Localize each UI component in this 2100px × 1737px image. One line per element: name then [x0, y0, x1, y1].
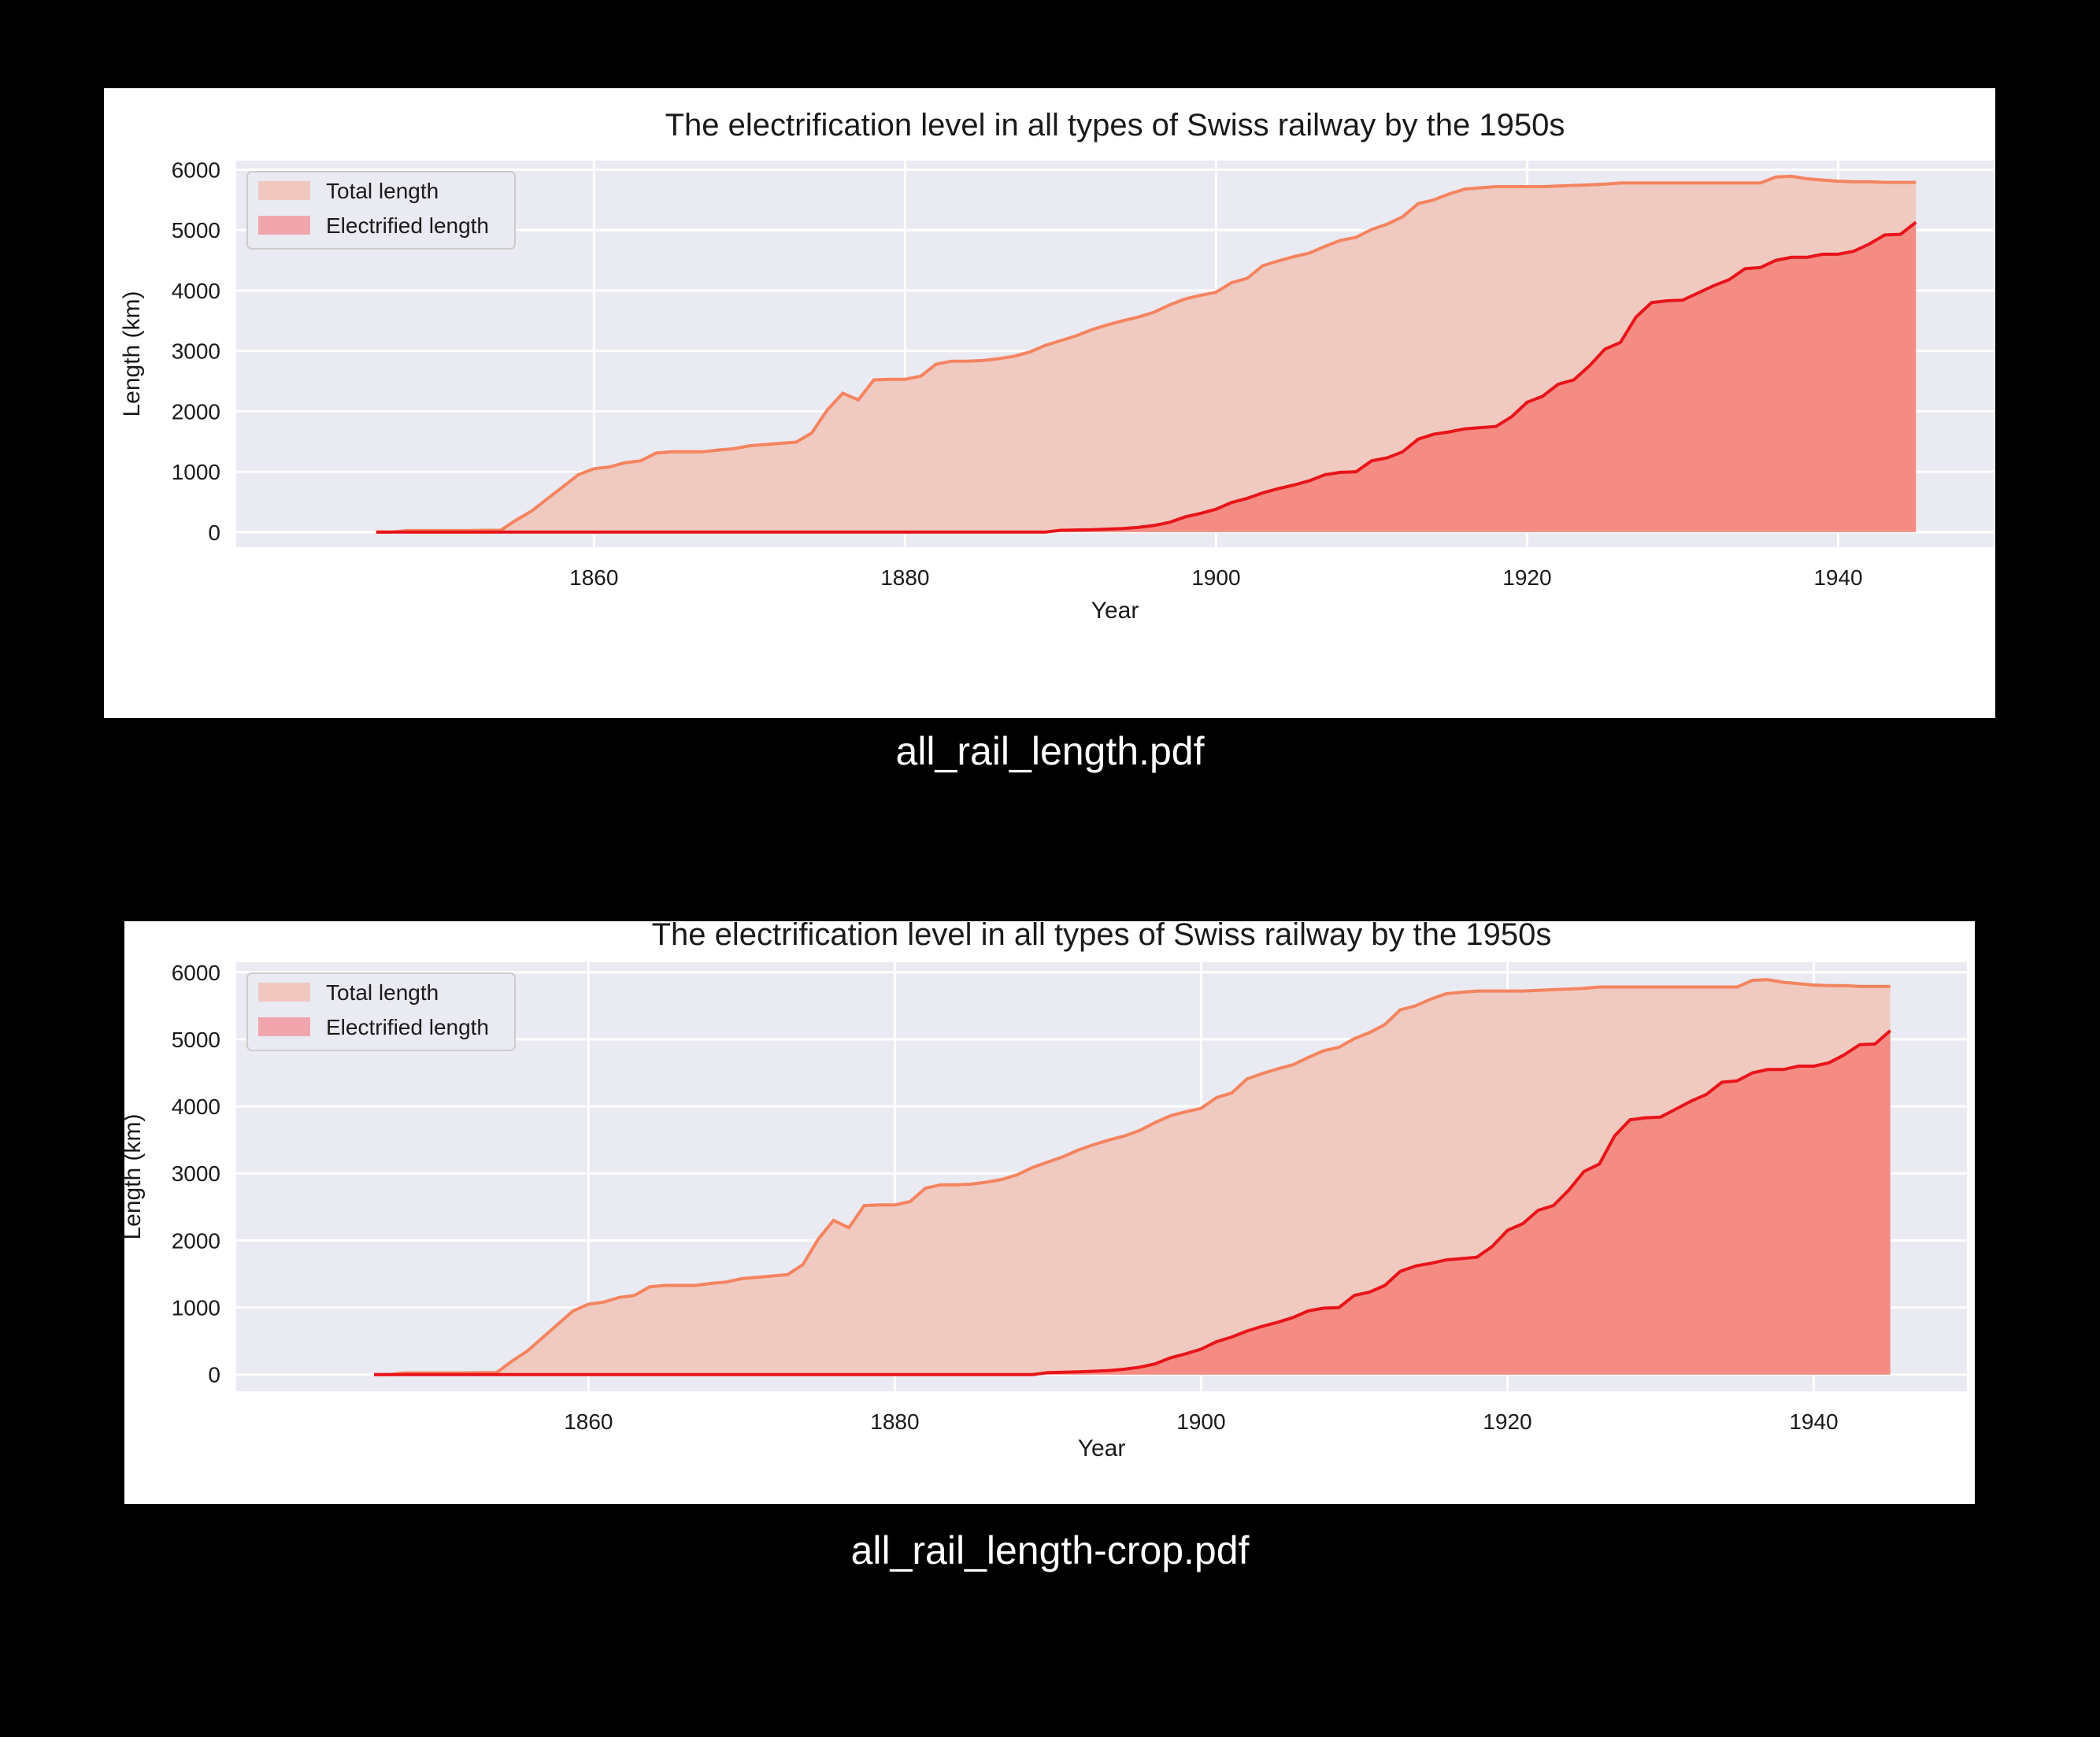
x-axis-label: Year: [1078, 1435, 1126, 1461]
caption-crop-pdf: all_rail_length-crop.pdf: [850, 1528, 1250, 1572]
x-tick-label: 1920: [1502, 565, 1551, 590]
legend-box: [246, 972, 516, 1051]
x-tick-label: 1860: [564, 1409, 613, 1434]
chart-panel-full: The electrification level in all types o…: [104, 88, 1995, 718]
legend-label-electrified: Electrified length: [326, 213, 489, 238]
chart-panel-crop: The electrification level in all types o…: [124, 921, 1975, 1504]
caption-full-pdf: all_rail_length.pdf: [895, 729, 1205, 773]
legend-swatch-total: [258, 983, 310, 1002]
electrified-length-area: [376, 222, 1917, 532]
legend-swatch-electrified: [258, 216, 310, 235]
y-tick-label: 4000: [172, 1094, 220, 1119]
x-tick-label: 1900: [1176, 1409, 1225, 1434]
y-tick-label: 2000: [172, 1228, 220, 1253]
electrified-length-line: [374, 1029, 1892, 1376]
y-tick-label: 1000: [172, 460, 220, 484]
y-tick-label: 5000: [172, 218, 220, 243]
legend-label-total: Total length: [326, 179, 439, 203]
x-tick-label: 1920: [1483, 1409, 1531, 1434]
x-tick-label: 1900: [1191, 565, 1240, 590]
x-tick-label: 1940: [1789, 1409, 1838, 1434]
x-tick-label: 1860: [569, 565, 618, 590]
y-tick-label: 6000: [172, 961, 220, 985]
x-axis-label: Year: [1091, 598, 1139, 624]
y-tick-label: 2000: [172, 399, 220, 424]
y-tick-label: 6000: [172, 158, 220, 183]
chart-crop: The electrification level in all types o…: [124, 921, 1967, 1461]
y-tick-label: 0: [208, 520, 220, 545]
y-tick-label: 1000: [172, 1296, 220, 1320]
legend: Total length Electrified length: [246, 972, 516, 1051]
y-tick-label: 5000: [172, 1028, 220, 1052]
y-axis-label: Length (km): [119, 291, 145, 417]
total-length-line: [374, 978, 1891, 1376]
y-tick-label: 4000: [172, 279, 220, 303]
y-tick-label: 3000: [172, 1161, 220, 1186]
electrified-length-line: [376, 220, 1917, 534]
legend-label-electrified: Electrified length: [326, 1015, 489, 1039]
x-tick-label: 1880: [870, 1409, 919, 1434]
legend-swatch-total: [258, 181, 310, 200]
chart-title: The electrification level in all types o…: [665, 108, 1565, 143]
y-axis-label: Length (km): [124, 1113, 146, 1239]
legend-label-total: Total length: [326, 980, 439, 1005]
y-tick-label: 3000: [172, 339, 220, 364]
legend-box: [246, 171, 516, 250]
legend: Total length Electrified length: [246, 171, 516, 250]
y-tick-label: 0: [208, 1363, 220, 1387]
chart-title: The electrification level in all types o…: [652, 921, 1552, 952]
x-tick-label: 1880: [880, 565, 929, 590]
chart-full: The electrification level in all types o…: [119, 108, 1994, 624]
legend-swatch-electrified: [258, 1017, 310, 1036]
electrified-length-area: [374, 1030, 1891, 1375]
total-length-line: [376, 174, 1917, 534]
x-tick-label: 1940: [1813, 565, 1862, 590]
